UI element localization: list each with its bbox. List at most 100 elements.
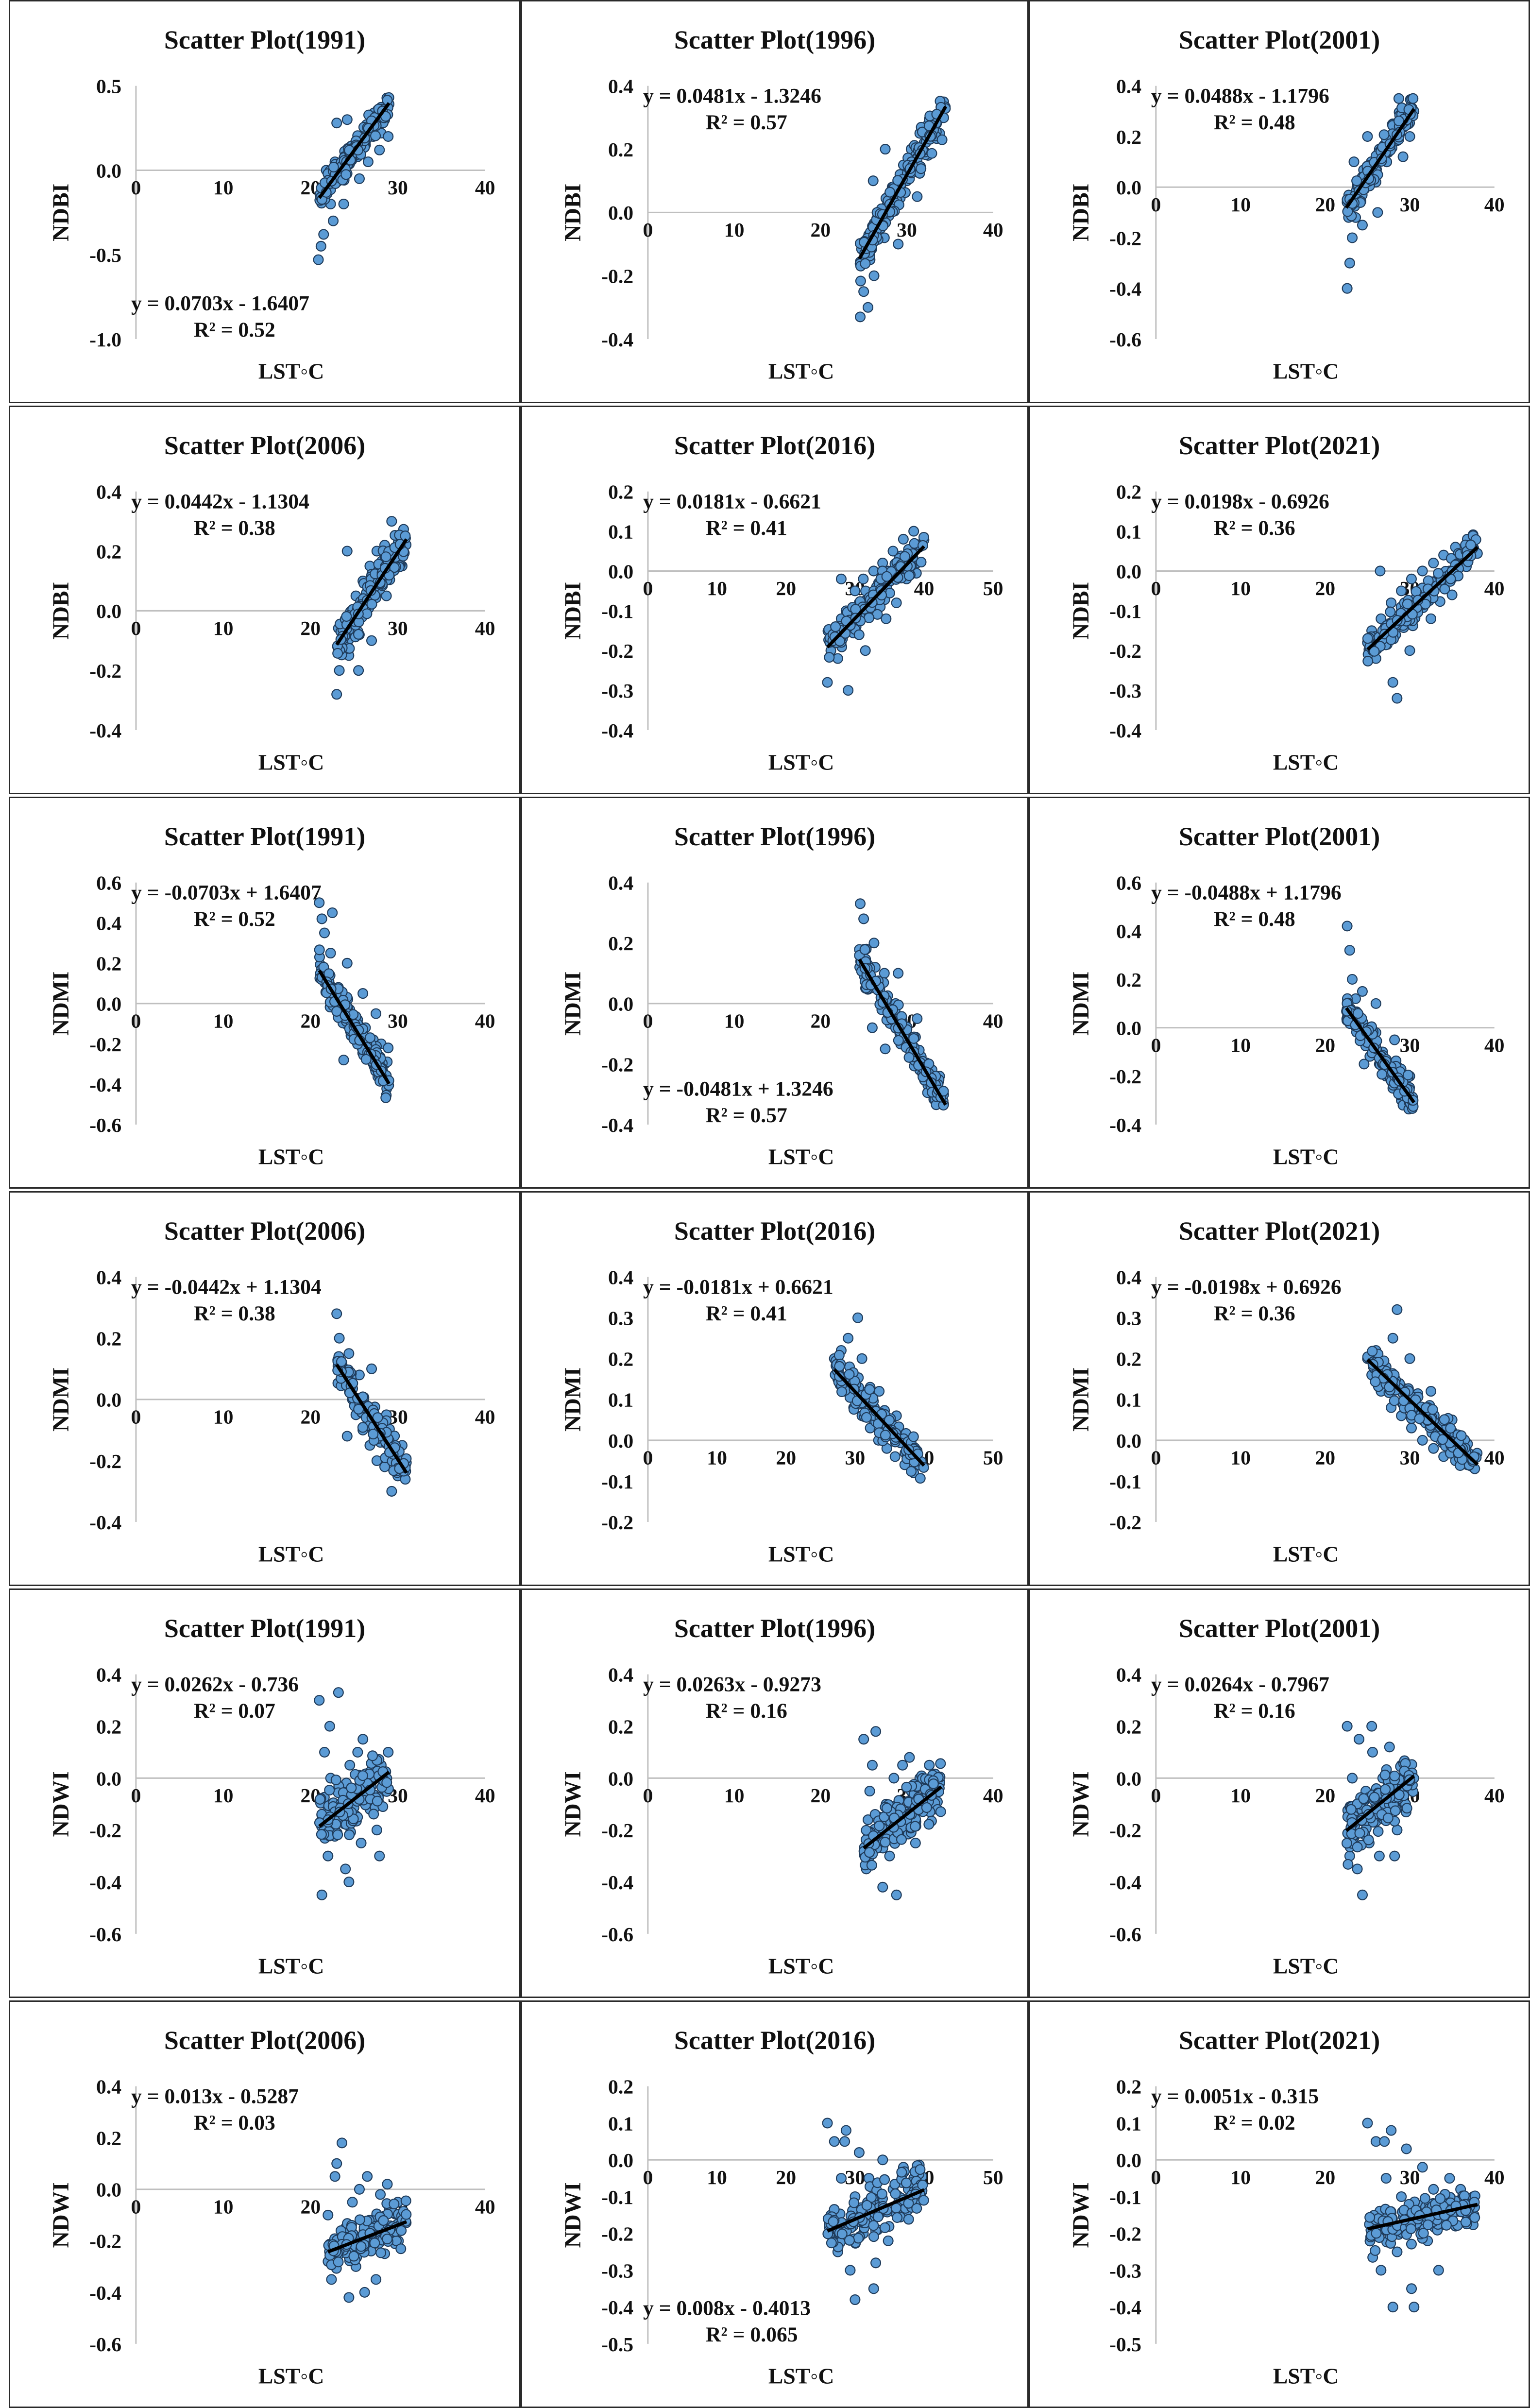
scatter-panel: Scatter Plot(2006) 0.4 0.2 0.0 -0.2 -0.4 -0.6 0… <box>9 2000 521 2408</box>
x-tick-label: 30 <box>1400 1034 1420 1057</box>
x-tick-label: 0 <box>131 2196 141 2218</box>
data-point <box>1397 151 1409 162</box>
x-tick-label: 20 <box>810 1785 831 1807</box>
data-point <box>1342 921 1353 932</box>
data-point <box>844 1369 855 1380</box>
data-point <box>853 629 865 640</box>
plot-svg: 0.20.10.0-0.1-0.2-0.3-0.401020304050NDBI… <box>561 481 1003 775</box>
x-axis-label: LST◦C <box>258 1144 324 1169</box>
data-point <box>1392 2246 1403 2257</box>
data-point <box>380 551 391 563</box>
chart-title: Scatter Plot(2021) <box>1178 431 1380 460</box>
trendline <box>1345 1775 1415 1832</box>
data-point <box>366 1363 377 1374</box>
x-axis-label: LST◦C <box>768 359 834 383</box>
data-point <box>1414 1413 1425 1424</box>
scatter-panel: Scatter Plot(2021) 0.4 0.3 0.2 0.1 0.0 -0.1 -0.… <box>1029 1191 1530 1586</box>
scatter-panel: Scatter Plot(2001) 0.6 0.4 0.2 0.0 -0.2 -0.4 0 1… <box>1029 797 1530 1189</box>
y-tick-label: 0.0 <box>1116 561 1141 583</box>
y-tick-label: -0.4 <box>89 2282 121 2305</box>
x-tick-label: 0 <box>643 2167 653 2189</box>
data-point <box>1352 1842 1363 1853</box>
x-tick-label: 0 <box>643 1785 653 1807</box>
data-point <box>863 1814 874 1826</box>
data-point <box>1396 585 1407 597</box>
x-axis-label: LST◦C <box>768 1144 834 1169</box>
data-point <box>833 1349 845 1361</box>
x-tick-label: 40 <box>475 617 495 640</box>
scatter-panel: Scatter Plot(2021) 0.2 0.1 0.0 -0.1 -0.2 -0.3 -… <box>1029 406 1530 794</box>
data-point <box>1362 633 1373 644</box>
y-tick-label: -0.2 <box>601 2223 633 2246</box>
data-point <box>356 2241 367 2252</box>
x-axis-label: LST◦C <box>1273 750 1339 774</box>
trendline <box>1345 1007 1416 1104</box>
y-tick-label: 0.0 <box>608 202 633 224</box>
data-point <box>879 2174 890 2185</box>
x-tick-label: 10 <box>707 2167 727 2189</box>
scatter-panel: Scatter Plot(2021) 0.2 0.1 0.0 -0.1 -0.2 -0.3 -… <box>1029 2000 1530 2408</box>
data-point <box>1369 1792 1380 1803</box>
scatter-panel: Scatter Plot(1996) 0.4 0.2 0.0 -0.2 -0.4 -0.6 0… <box>521 1588 1029 1998</box>
data-point <box>1344 945 1355 956</box>
y-axis-label: NDMI <box>49 972 74 1036</box>
x-tick-label: 40 <box>1484 1447 1505 1469</box>
y-tick-label: -0.4 <box>601 720 633 742</box>
y-axis-label: NDWI <box>49 1771 74 1837</box>
data-point <box>858 913 869 924</box>
x-tick-label: 40 <box>475 1406 495 1428</box>
y-axis-label: NDBI <box>49 582 74 640</box>
data-point <box>1389 1395 1400 1406</box>
data-point <box>333 1687 344 1698</box>
x-tick-label: 30 <box>1400 2167 1420 2189</box>
y-tick-label: -0.1 <box>601 2186 633 2209</box>
data-point <box>336 1356 347 1367</box>
x-tick-label: 0 <box>1151 194 1161 216</box>
data-point <box>1366 1721 1377 1732</box>
data-point <box>1404 645 1415 656</box>
data-point <box>331 689 342 700</box>
data-point <box>891 1889 902 1900</box>
y-tick-label: -0.4 <box>1109 2297 1141 2319</box>
y-tick-label: 0.2 <box>608 1716 633 1738</box>
y-tick-label: -0.5 <box>89 244 121 267</box>
data-point <box>912 191 923 202</box>
y-tick-label: -0.3 <box>601 2260 633 2282</box>
x-tick-label: 20 <box>1315 1034 1335 1057</box>
data-point <box>354 173 365 184</box>
data-point <box>883 2235 894 2246</box>
data-point <box>1445 1423 1456 1434</box>
y-tick-label: -0.6 <box>601 1924 633 1946</box>
data-point <box>353 629 364 640</box>
data-point <box>901 2177 912 2188</box>
data-point <box>868 2220 879 2231</box>
data-point <box>1345 1804 1357 1815</box>
y-axis-label: NDMI <box>1069 972 1094 1036</box>
y-axis-label: NDMI <box>561 1367 586 1432</box>
data-point <box>332 648 343 659</box>
data-point <box>876 2188 888 2200</box>
data-point <box>357 1422 368 1433</box>
data-point <box>843 685 854 696</box>
y-tick-label: -0.1 <box>1109 1471 1141 1493</box>
y-tick-label: -0.2 <box>89 660 121 683</box>
data-point <box>1374 1850 1385 1862</box>
r-squared-label: R² = 0.38 <box>194 1302 275 1325</box>
plot-svg: 0.6 0.4 0.2 0.0 -0.2 -0.4 0 10 20 30 40 NDMI LST◦C y … <box>1069 872 1505 1169</box>
y-tick-label: 0.2 <box>608 933 633 955</box>
y-tick-label: -0.2 <box>1109 1820 1141 1842</box>
y-tick-label: -0.1 <box>1109 2186 1141 2209</box>
x-tick-label: 40 <box>914 578 935 600</box>
trendline <box>318 969 391 1085</box>
y-tick-label: -0.4 <box>89 1872 121 1894</box>
data-point <box>347 2197 358 2208</box>
x-axis-label: LST◦C <box>768 1541 834 1566</box>
trendline <box>318 1770 391 1828</box>
data-point <box>859 944 870 955</box>
data-point <box>874 1820 885 1831</box>
y-tick-label: -0.3 <box>1109 2260 1141 2282</box>
data-point <box>1373 1826 1384 1837</box>
y-tick-label: 0.4 <box>608 76 633 98</box>
data-point <box>340 1863 351 1875</box>
data-point <box>826 2237 837 2249</box>
